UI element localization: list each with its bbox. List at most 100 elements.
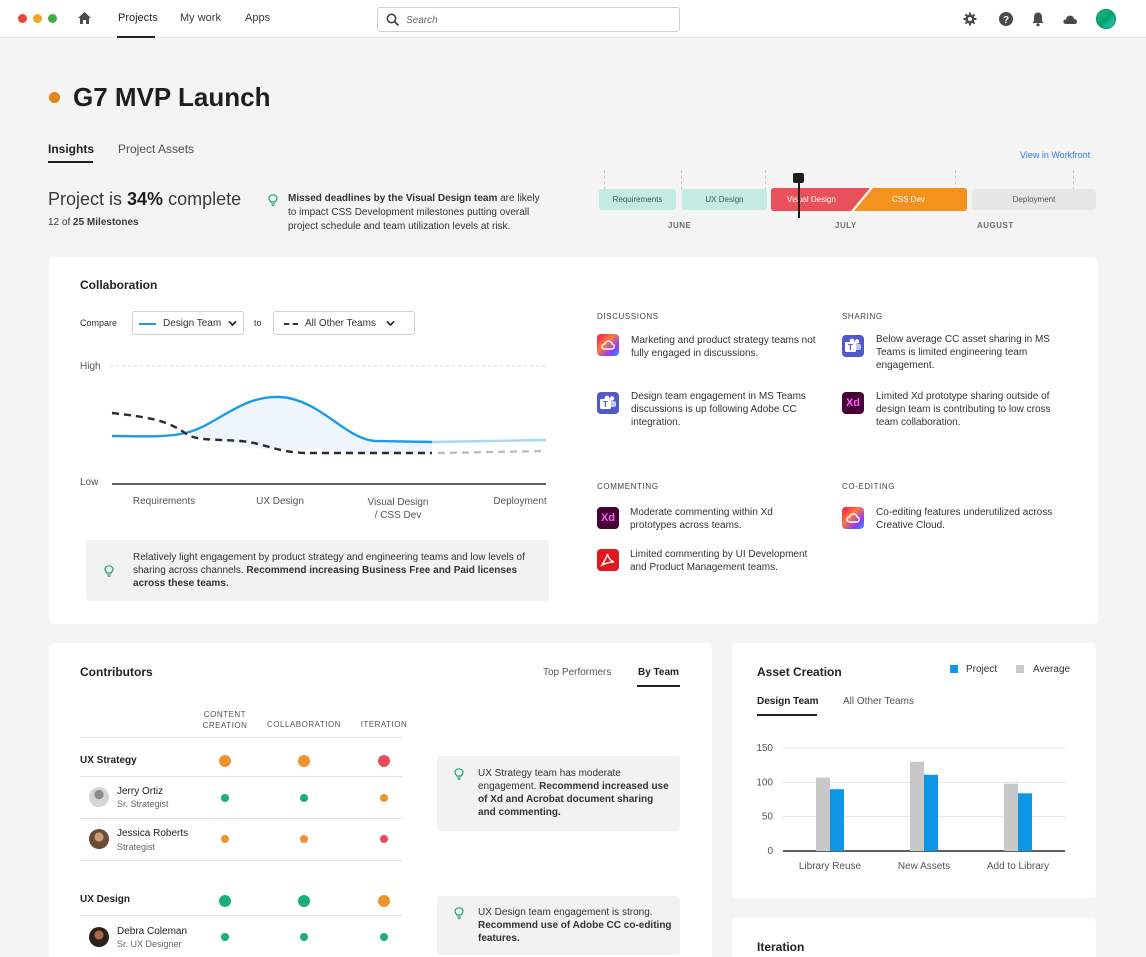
- status-dot: [380, 835, 388, 843]
- difference-area: [185, 396, 432, 453]
- discussion-item-2: Design team engagement in MS Teams discu…: [631, 391, 806, 428]
- phase-deployment[interactable]: Deployment: [972, 189, 1096, 210]
- bar-average: [1004, 783, 1018, 851]
- search-box[interactable]: [377, 7, 680, 32]
- bell-icon[interactable]: [1030, 11, 1046, 27]
- team-insight-plain: UX Strategy team has moderate engagement…: [478, 768, 621, 792]
- person-role: Strategist: [117, 842, 156, 852]
- risk-insight-bold: Missed deadlines by the Visual Design te…: [288, 193, 498, 204]
- project-status-dot: [49, 92, 60, 103]
- progress-suffix: complete: [163, 189, 242, 209]
- phase-split-bar: [771, 188, 967, 211]
- creative-cloud-glyph: [846, 513, 860, 523]
- person-name[interactable]: Jerry Ortiz: [117, 786, 164, 797]
- lightbulb-icon: [454, 907, 464, 919]
- gear-icon[interactable]: [962, 11, 978, 27]
- adobe-xd-icon: Xd: [597, 507, 619, 529]
- asset-creation-chart: 0 50 100 150 Library Reuse New Assets Add to L…: [756, 743, 1065, 872]
- bar-project: [830, 789, 844, 851]
- row-divider: [80, 776, 403, 777]
- collaboration-recommendation-text: Relatively light engagement by product s…: [133, 551, 528, 590]
- home-icon[interactable]: [77, 11, 92, 25]
- sharing-item-1: Below average CC asset sharing in MS Tea…: [876, 334, 1050, 371]
- status-dot: [298, 895, 310, 907]
- cloud-icon[interactable]: [1062, 11, 1078, 27]
- creative-cloud-glyph: [601, 340, 615, 350]
- progress-percent: 34%: [127, 189, 164, 209]
- status-dot: [219, 755, 231, 767]
- recommendation-plain: Relatively light engagement by product s…: [133, 552, 525, 576]
- status-dot: [221, 933, 229, 941]
- tab-design-team[interactable]: Design Team: [757, 696, 819, 707]
- solid-line-swatch: [139, 323, 156, 325]
- teams-glyph: T: [845, 338, 861, 352]
- phase-css-dev[interactable]: CSS Dev: [892, 195, 925, 204]
- window-minimize-dot[interactable]: [33, 14, 42, 23]
- team-ux-strategy[interactable]: UX Strategy: [80, 755, 137, 766]
- legend-project-swatch: [950, 665, 958, 673]
- y-axis-low: Low: [80, 477, 99, 488]
- progress-prefix: Project is: [48, 189, 128, 209]
- timeline-gridline: [1073, 170, 1074, 190]
- column-iteration: ITERATION: [360, 720, 408, 729]
- teams-glyph: T: [600, 395, 616, 409]
- engagement-chart: [110, 365, 547, 485]
- window-close-dot[interactable]: [18, 14, 27, 23]
- sharing-label: SHARING: [842, 312, 883, 321]
- person-name[interactable]: Debra Coleman: [117, 926, 188, 937]
- toggle-top-performers[interactable]: Top Performers: [543, 667, 612, 678]
- y-axis-high: High: [80, 361, 101, 372]
- bar-project: [924, 774, 938, 851]
- xd-glyph: Xd: [845, 397, 861, 409]
- nav-my-work[interactable]: My work: [180, 12, 221, 24]
- tab-insights[interactable]: Insights: [48, 142, 95, 156]
- creative-cloud-icon: [842, 507, 864, 529]
- design-team-line: [111, 395, 433, 444]
- toggle-by-team[interactable]: By Team: [638, 667, 679, 678]
- contributors-title: Contributors: [80, 665, 153, 679]
- acrobat-glyph: [600, 553, 615, 567]
- person-name[interactable]: Jessica Roberts: [117, 828, 189, 839]
- view-in-workfront-link[interactable]: View in Workfront: [1020, 150, 1091, 160]
- today-marker-line: [798, 183, 800, 218]
- tab-all-other-teams[interactable]: All Other Teams: [843, 696, 914, 707]
- legend-average-swatch: [1016, 665, 1024, 673]
- coediting-item-1: Co-editing features underutilized across…: [876, 507, 1053, 531]
- phase-visual-design[interactable]: Visual Design: [787, 195, 836, 204]
- window-maximize-dot[interactable]: [48, 14, 57, 23]
- search-input[interactable]: [406, 12, 666, 28]
- tab-project-assets[interactable]: Project Assets: [118, 142, 195, 156]
- timeline-gridline: [604, 170, 605, 190]
- status-dot: [219, 895, 231, 907]
- dropdown-value: Design Team: [163, 318, 222, 329]
- dashed-line-swatch: [284, 323, 298, 325]
- nav-apps[interactable]: Apps: [245, 12, 271, 24]
- timeline-gridline: [681, 170, 682, 190]
- chevron-down-icon: [386, 320, 395, 327]
- svg-text:T: T: [848, 343, 853, 352]
- avatar[interactable]: [1096, 9, 1116, 29]
- status-dot: [298, 755, 310, 767]
- xd-glyph: Xd: [600, 512, 616, 524]
- timeline-gridline: [955, 170, 956, 190]
- team-ux-design[interactable]: UX Design: [80, 894, 131, 905]
- commenting-label: COMMENTING: [597, 482, 659, 491]
- dropdown-value: All Other Teams: [305, 318, 376, 329]
- status-dot: [380, 794, 388, 802]
- y-tick-label: 0: [767, 846, 773, 857]
- y-tick-label: 50: [762, 812, 774, 823]
- status-dot: [300, 835, 308, 843]
- month-june: JUNE: [668, 221, 692, 230]
- primary-team-dropdown[interactable]: Design Team: [132, 311, 244, 335]
- phase-requirements[interactable]: Requirements: [599, 189, 676, 210]
- help-icon[interactable]: ?: [998, 11, 1014, 27]
- avatar: [89, 829, 109, 849]
- team-insight-text: UX Strategy team has moderate engagement…: [478, 767, 673, 819]
- phase-ux-design[interactable]: UX Design: [682, 189, 767, 210]
- secondary-team-dropdown[interactable]: All Other Teams: [273, 311, 415, 335]
- row-divider: [80, 818, 403, 819]
- x-category-label: Add to Library: [987, 861, 1049, 872]
- y-tick-label: 100: [756, 777, 773, 788]
- search-icon: [386, 13, 400, 27]
- nav-projects[interactable]: Projects: [118, 12, 158, 24]
